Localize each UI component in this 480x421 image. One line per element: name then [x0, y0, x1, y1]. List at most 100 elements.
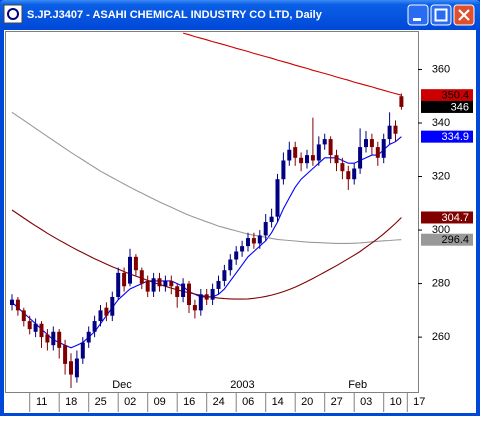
candle-body	[305, 155, 309, 164]
candle-body	[340, 163, 345, 172]
candle-body	[251, 238, 256, 244]
candle-body	[27, 321, 32, 330]
candle-body	[275, 179, 280, 217]
candle-body	[33, 323, 38, 332]
candle-body	[145, 280, 150, 292]
close-button[interactable]	[453, 4, 475, 26]
month-label: Dec	[112, 379, 132, 391]
axes: 260 280 300 320 340 360 11 18 25 02 09 16 24 06 14 20 27…	[29, 63, 473, 412]
candle-body	[116, 272, 121, 297]
candle-body	[269, 216, 274, 223]
window-title: S.JP.J3407 - ASAHI CHEMICAL INDUSTRY CO …	[27, 9, 323, 21]
candle-body	[310, 155, 315, 161]
candle-body	[328, 139, 333, 156]
candle-body	[399, 96, 404, 107]
candle-body	[21, 310, 26, 322]
candle-body	[257, 235, 262, 244]
candle-body	[45, 334, 50, 343]
candle-body	[216, 280, 221, 289]
title-bar	[0, 0, 480, 30]
client-area	[4, 30, 476, 413]
candle-body	[86, 331, 91, 343]
candle-body	[210, 288, 215, 300]
app-icon-mark	[7, 8, 19, 20]
month-label: 2003	[230, 379, 254, 391]
value-badge-label: 296.4	[441, 234, 469, 246]
candle-body	[169, 280, 174, 287]
candle-body	[74, 358, 79, 378]
candle-body	[157, 278, 162, 287]
x-tick-label: 17	[413, 396, 425, 408]
candle-body	[234, 251, 239, 260]
candle-body	[346, 171, 351, 180]
value-badge	[421, 211, 473, 224]
candle-body	[51, 331, 56, 346]
candle-body	[39, 323, 44, 338]
candle-body	[222, 270, 227, 281]
candle-body	[175, 286, 180, 297]
candle-body	[240, 246, 245, 252]
x-tick-label: 25	[95, 396, 107, 408]
y-tick-label: 300	[432, 224, 450, 236]
x-tick-label: 14	[272, 396, 284, 408]
candle-body	[246, 238, 250, 247]
candle-body	[181, 283, 186, 297]
candle-body	[352, 168, 357, 180]
ma-line	[182, 32, 402, 96]
candle-body	[198, 294, 203, 311]
candle-body	[10, 299, 14, 306]
x-tick-label: 27	[331, 396, 343, 408]
x-tick-label: 20	[301, 396, 313, 408]
y-tick-label: 340	[432, 117, 450, 129]
x-tick-label: 11	[36, 396, 47, 408]
candle-body	[187, 283, 191, 306]
maximize-button[interactable]	[430, 4, 452, 26]
candle-body	[69, 361, 73, 375]
candle-body	[228, 259, 233, 271]
candle-body	[104, 307, 109, 316]
x-tick-label: 03	[360, 396, 372, 408]
candle-body	[263, 222, 268, 236]
x-tick-label: 24	[213, 396, 225, 408]
x-tick-label: 16	[183, 396, 195, 408]
value-badge	[421, 100, 473, 113]
candle-body	[128, 256, 132, 284]
candle-body	[334, 155, 339, 164]
month-label: Feb	[348, 379, 367, 391]
minimize-button[interactable]	[407, 4, 429, 26]
candle-body	[299, 157, 304, 164]
ma-line	[11, 111, 402, 244]
value-badge-label: 334.9	[441, 131, 469, 143]
candle-body	[133, 256, 138, 271]
value-badge-label: 350.4	[441, 90, 469, 102]
candle-body	[364, 139, 368, 148]
candle-body	[163, 280, 168, 287]
x-tick-label: 10	[390, 396, 402, 408]
candle-body	[139, 270, 144, 284]
candle-body	[381, 139, 386, 158]
candle-body	[387, 125, 392, 140]
value-badge	[421, 233, 473, 246]
candle-body	[110, 296, 115, 316]
candle-body	[322, 139, 327, 145]
candle-body	[369, 139, 374, 148]
candle-body	[281, 160, 286, 180]
candle-body	[375, 147, 380, 158]
candle-body	[151, 278, 156, 292]
candle-body	[57, 331, 62, 348]
x-tick-label: 06	[242, 396, 254, 408]
value-badge-label: 346	[451, 101, 469, 113]
candle-body	[316, 144, 321, 161]
candle-body	[358, 147, 363, 169]
x-tick-label: 18	[65, 396, 77, 408]
candle-body	[192, 305, 197, 311]
candle-body	[204, 294, 209, 300]
y-tick-label: 280	[432, 278, 450, 290]
y-tick-label: 260	[432, 331, 450, 343]
candle-body	[122, 272, 127, 287]
x-tick-label: 02	[124, 396, 136, 408]
candle-body	[92, 321, 97, 332]
candle-body	[98, 310, 103, 322]
value-badge-label: 304.7	[441, 212, 469, 224]
